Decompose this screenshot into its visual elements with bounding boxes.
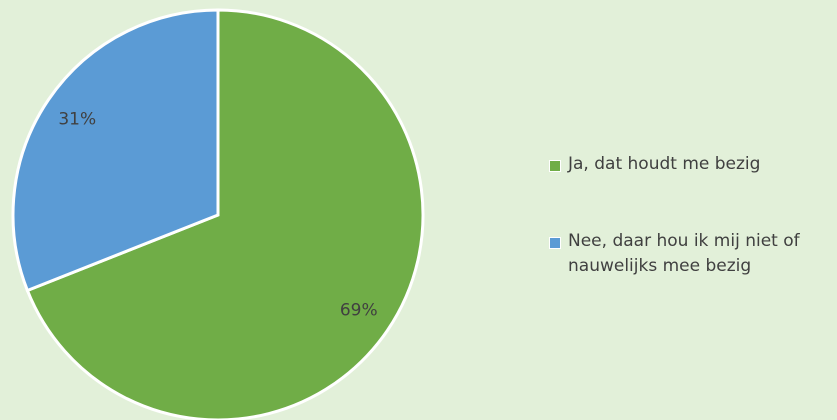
- pie-slice: [25, 8, 425, 420]
- legend-swatch: [549, 160, 561, 172]
- pie-slice: [11, 8, 220, 293]
- data-label: 69%: [340, 301, 378, 321]
- legend-entry: Nee, daar hou ik mij niet of nauwelijks …: [549, 229, 829, 279]
- legend-label: Ja, dat houdt me bezig: [568, 154, 761, 174]
- legend-swatch: [549, 237, 561, 249]
- legend-entry: Ja, dat houdt me bezig: [549, 152, 829, 177]
- data-label: 31%: [58, 109, 96, 129]
- legend-label: Nee, daar hou ik mij niet of nauwelijks …: [568, 231, 800, 276]
